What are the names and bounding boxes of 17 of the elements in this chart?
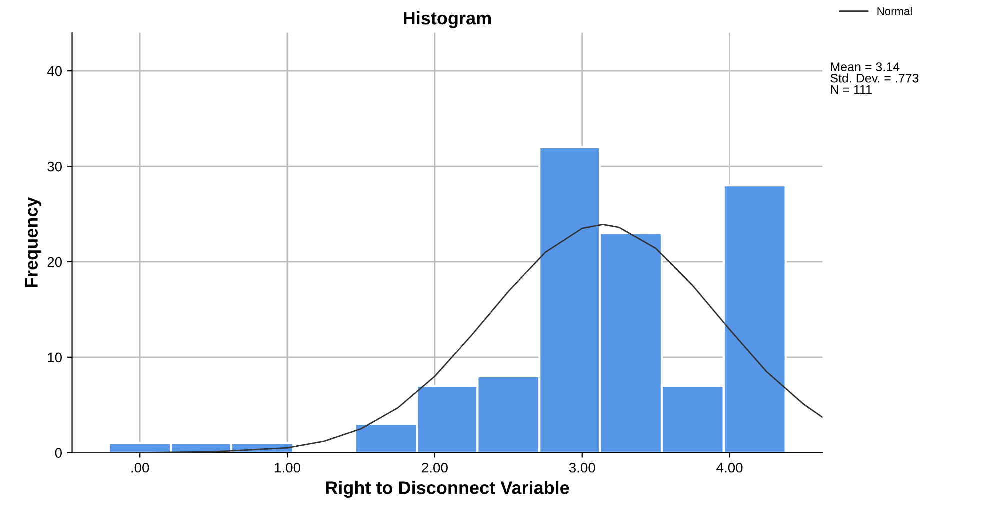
y-tick-label: 20	[48, 257, 62, 268]
x-tick-label: 4.00	[716, 462, 743, 473]
x-tick-label: 2.00	[422, 462, 448, 473]
y-tick-label: 0	[55, 448, 62, 458]
text: N = 111	[831, 85, 872, 94]
x-tick-label: 3.00	[569, 462, 596, 473]
chart-title: Histogram	[404, 11, 492, 28]
text: Mean = 3.14	[831, 62, 900, 72]
x-axis-title: Right to Disconnect Variable	[326, 481, 570, 498]
y-tick-label: 30	[48, 162, 62, 172]
x-tick-label: 1.00	[275, 462, 300, 473]
y-axis-title: Frequency	[25, 197, 42, 288]
x-tick-label: .00	[132, 462, 150, 473]
text: Std. Dev. = .773	[830, 74, 919, 83]
y-tick-label: 40	[47, 66, 62, 76]
legend-label: Normal	[878, 7, 912, 16]
y-tick-label: 10	[48, 352, 62, 363]
